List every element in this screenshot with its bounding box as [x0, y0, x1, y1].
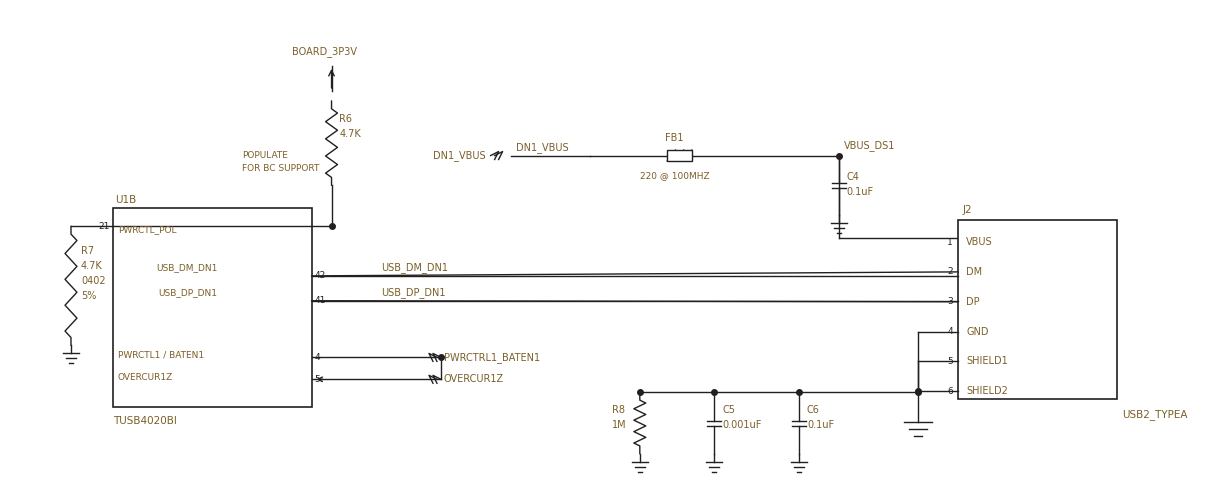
Text: FOR BC SUPPORT: FOR BC SUPPORT [242, 164, 320, 173]
Text: DM: DM [966, 267, 983, 277]
Text: 5: 5 [315, 375, 320, 384]
Bar [113, 208, 311, 407]
Text: 42: 42 [315, 271, 326, 280]
Text: USB_DP_DN1: USB_DP_DN1 [158, 288, 218, 297]
Bar [668, 150, 692, 161]
Text: FB1: FB1 [665, 133, 683, 143]
Text: PWRCTL1 / BATEN1: PWRCTL1 / BATEN1 [118, 351, 204, 360]
Text: 4: 4 [947, 327, 953, 336]
Text: C6: C6 [807, 405, 820, 415]
Text: 21: 21 [98, 222, 109, 231]
Text: DN1_VBUS: DN1_VBUS [433, 150, 485, 161]
Text: POPULATE: POPULATE [242, 151, 288, 160]
Text: 1M: 1M [612, 420, 626, 430]
Text: 4: 4 [315, 353, 320, 362]
Text: 4.7K: 4.7K [339, 129, 361, 139]
Text: USB_DP_DN1: USB_DP_DN1 [382, 287, 446, 298]
Text: VBUS: VBUS [966, 237, 992, 247]
Text: 2: 2 [947, 268, 953, 276]
Bar [958, 220, 1118, 399]
Text: BOARD_3P3V: BOARD_3P3V [292, 46, 356, 56]
Text: C4: C4 [846, 173, 860, 183]
Text: PWRCTRL1_BATEN1: PWRCTRL1_BATEN1 [444, 352, 540, 363]
Text: C5: C5 [722, 405, 736, 415]
Text: USB_DM_DN1: USB_DM_DN1 [156, 264, 218, 273]
Text: 4.7K: 4.7K [81, 261, 102, 271]
Text: 5%: 5% [81, 291, 96, 301]
Text: J2: J2 [963, 205, 973, 215]
Text: R7: R7 [81, 246, 94, 256]
Text: OVERCUR1Z: OVERCUR1Z [118, 373, 173, 382]
Text: VBUS_DS1: VBUS_DS1 [844, 140, 895, 151]
Text: 1: 1 [947, 237, 953, 246]
Text: R8: R8 [612, 405, 625, 415]
Text: 3: 3 [947, 297, 953, 306]
Text: SHIELD1: SHIELD1 [966, 357, 1008, 366]
Text: PWRCTL_POL: PWRCTL_POL [118, 226, 176, 234]
Text: GND: GND [966, 326, 989, 337]
Text: U1B: U1B [114, 195, 136, 205]
Text: USB2_TYPEA: USB2_TYPEA [1122, 408, 1188, 420]
Text: OVERCUR1Z: OVERCUR1Z [444, 374, 505, 384]
Text: R6: R6 [339, 114, 353, 124]
Text: USB_DM_DN1: USB_DM_DN1 [382, 263, 449, 273]
Text: SHIELD2: SHIELD2 [966, 386, 1008, 396]
Text: DP: DP [966, 297, 980, 307]
Text: 5: 5 [947, 357, 953, 366]
Text: 0.1uF: 0.1uF [807, 420, 834, 430]
Text: 0402: 0402 [81, 276, 106, 286]
Text: 41: 41 [315, 296, 326, 305]
Text: 0.1uF: 0.1uF [846, 187, 874, 197]
Text: DN1_VBUS: DN1_VBUS [516, 142, 568, 153]
Text: 220 @ 100MHZ: 220 @ 100MHZ [640, 171, 709, 180]
Text: 6: 6 [947, 387, 953, 396]
Text: TUSB4020BI: TUSB4020BI [113, 416, 176, 426]
Text: 0.001uF: 0.001uF [722, 420, 761, 430]
